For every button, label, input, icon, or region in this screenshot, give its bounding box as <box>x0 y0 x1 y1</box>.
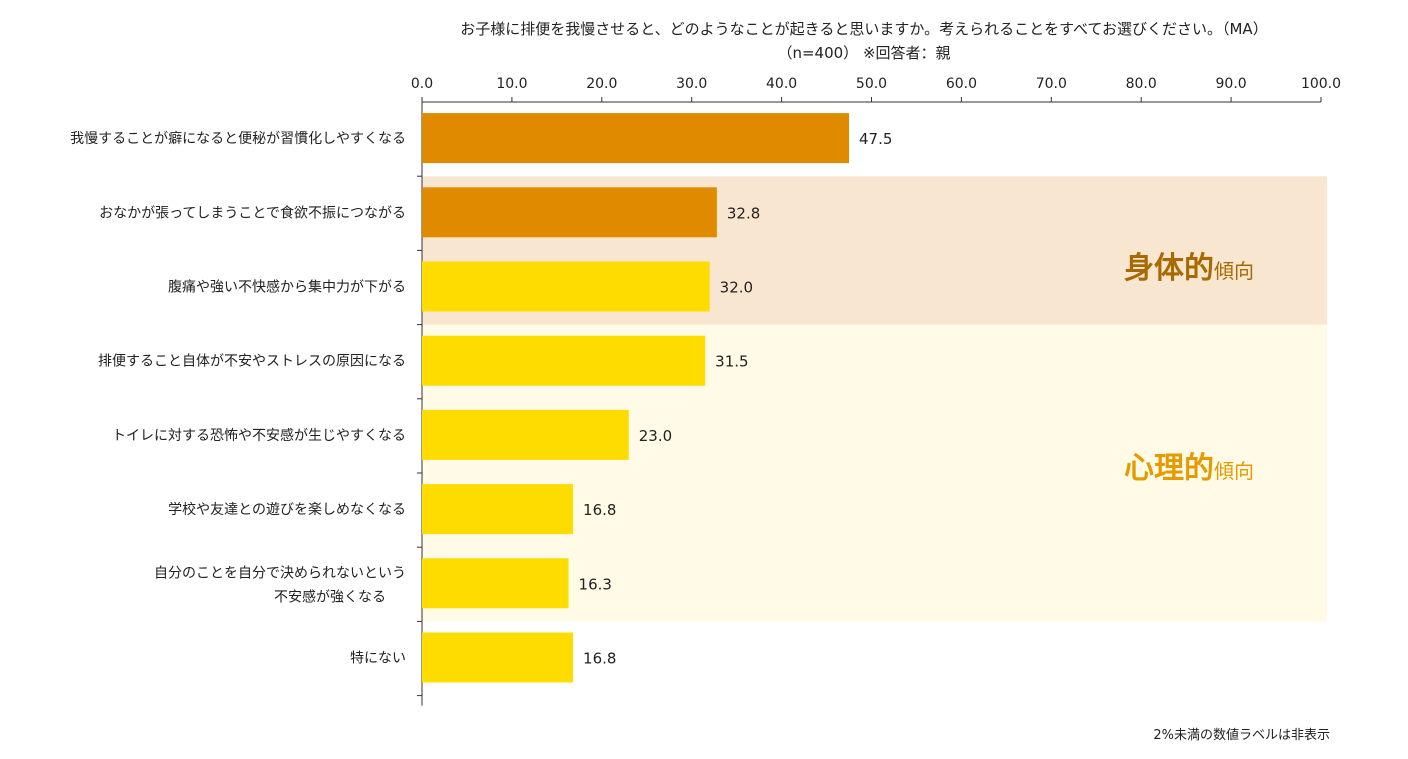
x-tick-label-2: 20.0 <box>586 76 617 92</box>
category-label-5: 学校や友達との遊びを楽しめなくなる <box>168 501 406 518</box>
chart-title: お子様に排便を我慢させると、どのようなことが起きると思いますか。考えられることを… <box>0 18 1408 39</box>
bar-0 <box>422 113 850 164</box>
x-tick-label-5: 50.0 <box>856 76 887 92</box>
category-label-1: おなかが張ってしまうことで食欲不振につながる <box>99 204 406 221</box>
group-label-1: 心理的傾向 <box>1124 451 1254 486</box>
bar-5 <box>422 484 574 535</box>
footnote: 2%未満の数値ラベルは非表示 <box>1153 728 1330 743</box>
category-label-2: 腹痛や強い不快感から集中力が下がる <box>168 279 406 296</box>
group-label-main-0: 身体的 <box>1124 251 1214 286</box>
value-label-7: 16.8 <box>583 650 616 668</box>
x-tick-label-0: 0.0 <box>411 76 433 92</box>
category-label-0: 我慢することが癖になると便秘が習慣化しやすくなる <box>70 130 406 147</box>
value-label-6: 16.3 <box>579 575 612 593</box>
group-label-0: 身体的傾向 <box>1124 251 1254 286</box>
x-tick-label-3: 30.0 <box>676 76 707 92</box>
bar-6 <box>422 558 569 609</box>
value-label-5: 16.8 <box>583 501 616 519</box>
bar-4 <box>422 409 629 460</box>
chart-subtitle: （n=400） ※回答者：親 <box>0 42 1408 63</box>
group-label-sub-1: 傾向 <box>1214 459 1254 483</box>
group-label-main-1: 心理的 <box>1124 451 1214 486</box>
x-tick-label-6: 60.0 <box>946 76 977 92</box>
bar-3 <box>422 335 706 386</box>
category-label-line-1: 自分のことを自分で決められないという <box>154 565 406 581</box>
category-label-4: トイレに対する恐怖や不安感が生じやすくなる <box>112 427 406 444</box>
x-tick-label-10: 100.0 <box>1301 76 1341 92</box>
category-label-line-2: 不安感が強くなる <box>274 588 386 605</box>
value-label-2: 32.0 <box>720 279 753 297</box>
value-label-0: 47.5 <box>859 130 892 148</box>
group-label-sub-0: 傾向 <box>1214 259 1254 283</box>
bar-7 <box>422 632 574 683</box>
bar-2 <box>422 261 710 312</box>
x-tick-label-8: 80.0 <box>1126 76 1157 92</box>
category-label-7: 特にない <box>350 651 406 667</box>
category-label-6: 自分のことを自分で決められないという不安感が強くなる <box>154 565 406 605</box>
bar-1 <box>422 187 717 238</box>
chart-title-text: お子様に排便を我慢させると、どのようなことが起きると思いますか。考えられることを… <box>460 20 1268 38</box>
x-tick-label-4: 40.0 <box>766 76 797 92</box>
chart-subtitle-text: （n=400） ※回答者：親 <box>777 44 951 62</box>
x-tick-label-9: 90.0 <box>1216 76 1247 92</box>
value-label-4: 23.0 <box>639 427 672 445</box>
category-label-3: 排便すること自体が不安やストレスの原因になる <box>98 354 406 370</box>
value-label-3: 31.5 <box>715 353 748 371</box>
x-tick-label-1: 10.0 <box>496 76 527 92</box>
x-tick-label-7: 70.0 <box>1036 76 1067 92</box>
value-label-1: 32.8 <box>727 204 760 222</box>
